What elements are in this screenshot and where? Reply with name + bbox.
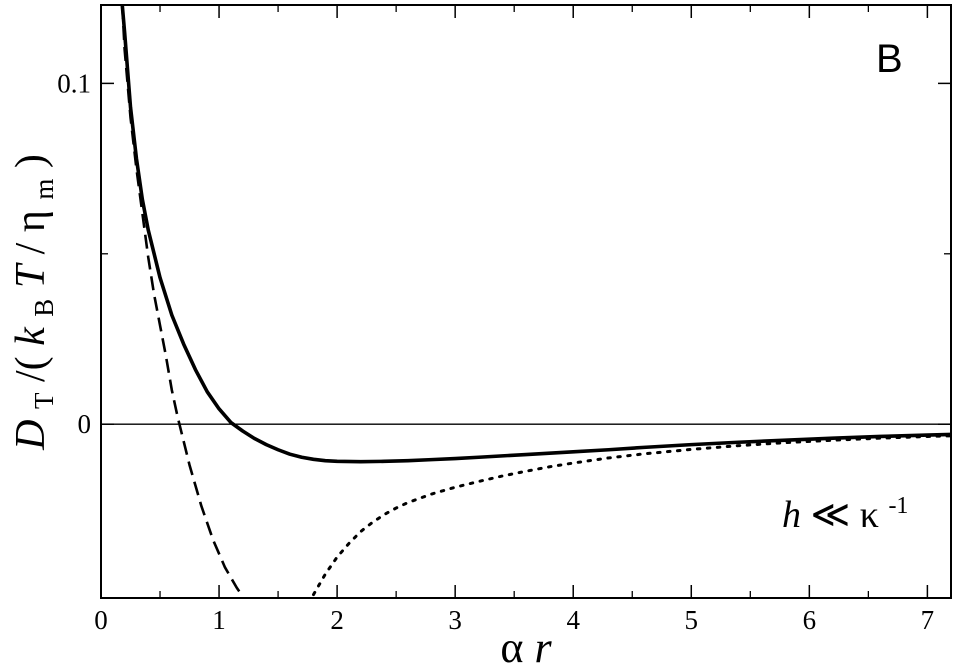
panel-label: B <box>876 37 903 81</box>
y-label-eta: η <box>8 210 54 232</box>
series-line-dotted <box>312 434 951 597</box>
y-label-d: D <box>8 420 54 451</box>
annotation: h ≪ κ -1 <box>782 493 908 536</box>
y-label-t-sub: T <box>29 392 59 409</box>
x-tick-label: 0 <box>94 605 108 635</box>
tick-labels: 0 1 2 3 4 5 6 7 0 0.1 <box>57 68 934 635</box>
annotation-kappa: κ <box>860 494 879 536</box>
annotation-relation: ≪ <box>811 494 860 536</box>
plot-frame <box>100 4 952 599</box>
series-line-dashed <box>120 5 244 598</box>
y-axis-label: D T /( k B T / η m ) <box>8 154 63 451</box>
y-label-slash: / <box>8 242 54 254</box>
y-tick-label: 0 <box>78 409 92 439</box>
x-tick-label: 5 <box>685 605 699 635</box>
x-tick-label: 6 <box>803 605 817 635</box>
x-tick-label: 7 <box>921 605 935 635</box>
y-label-b-sub: B <box>29 299 59 317</box>
x-axis-label-alpha: α <box>500 623 523 668</box>
y-label-k: k <box>8 326 54 346</box>
y-label-close: ) <box>8 154 54 168</box>
x-axis-label-r: r <box>534 623 552 668</box>
x-tick-label: 4 <box>566 605 580 635</box>
y-tick-label: 0.1 <box>57 68 91 98</box>
x-axis-label: α r <box>500 623 552 668</box>
series-line-solid <box>120 5 951 464</box>
x-tick-label: 1 <box>212 605 226 635</box>
annotation-exponent: -1 <box>888 493 908 519</box>
y-label-t: T <box>8 262 54 288</box>
y-label-open: /( <box>8 356 54 382</box>
annotation-h: h <box>782 494 801 536</box>
x-tick-label: 3 <box>448 605 462 635</box>
series-group <box>120 5 951 598</box>
x-tick-label: 2 <box>330 605 344 635</box>
y-label-m-sub: m <box>29 179 59 200</box>
